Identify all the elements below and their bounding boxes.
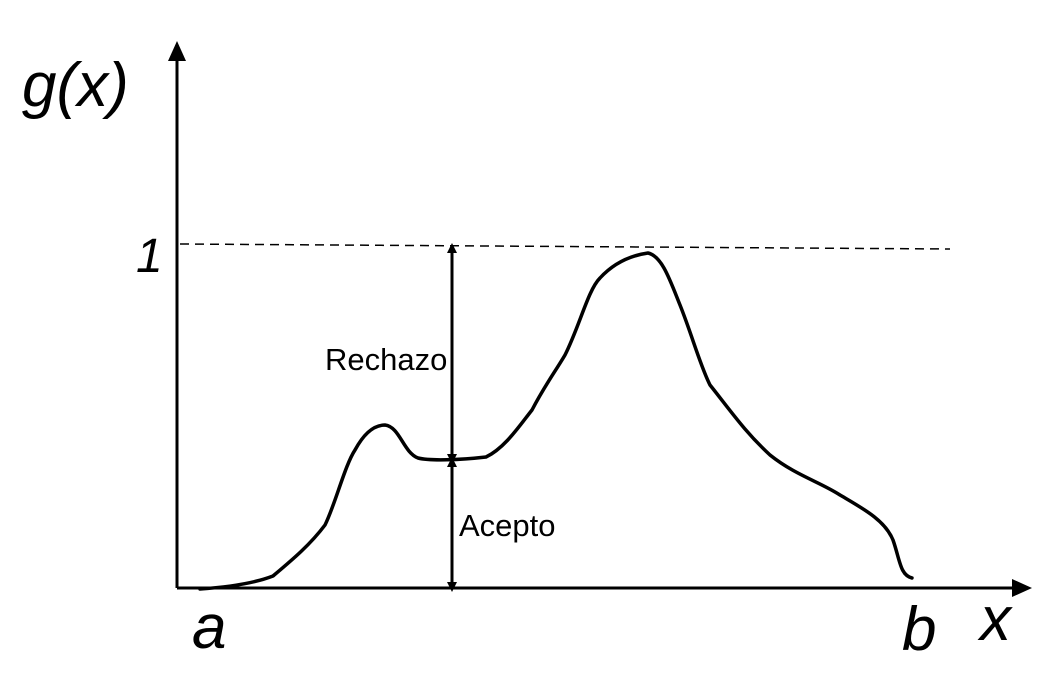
upper-bound-dashed-line	[179, 243, 951, 250]
bound-one-label: 1	[136, 230, 163, 283]
interval-start-label: a	[192, 593, 226, 662]
accept-label: Acepto	[459, 508, 556, 543]
x-axis-label: x	[977, 585, 1013, 654]
interval-end-label: b	[902, 595, 936, 664]
reject-label: Rechazo	[325, 342, 447, 377]
y-axis-label: g(x)	[22, 51, 129, 120]
density-curve	[198, 251, 914, 591]
